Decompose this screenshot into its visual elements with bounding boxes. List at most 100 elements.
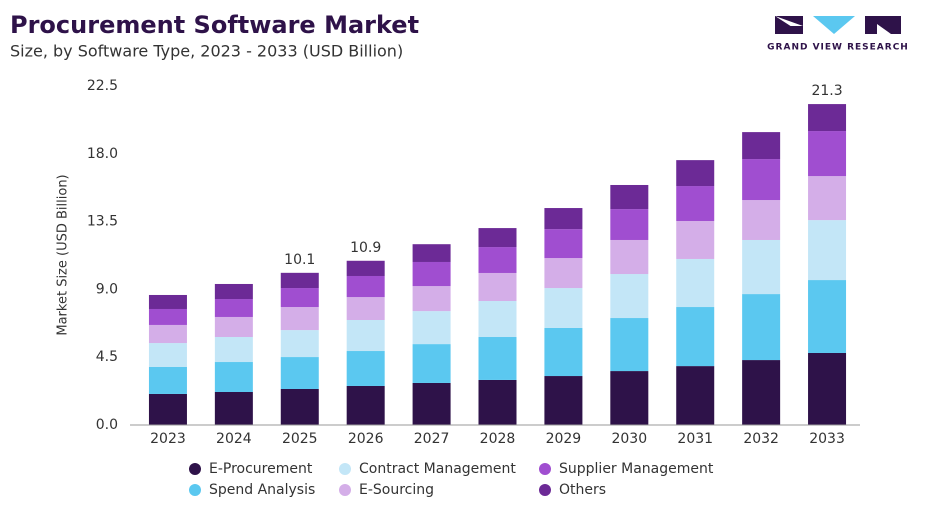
bar-segment [346, 260, 385, 276]
total-label: 10.1 [284, 252, 315, 268]
y-tick-label: 9.0 [96, 281, 118, 297]
x-tick-label: 2029 [546, 431, 582, 447]
y-tick-label: 22.5 [87, 78, 118, 94]
bar-segment [478, 228, 517, 248]
x-tick-label: 2030 [611, 431, 647, 447]
bar-segment [742, 294, 781, 361]
legend-label: E-Procurement [209, 461, 313, 477]
bar-segment [412, 286, 451, 312]
bar-segment [280, 357, 319, 389]
legend-label: E-Sourcing [359, 482, 434, 498]
bar-segment [346, 351, 385, 386]
x-tick-label: 2027 [414, 431, 450, 447]
bar-segment [610, 239, 649, 275]
bar-segment [478, 379, 517, 425]
bar-segment [346, 319, 385, 352]
logo-text: GRAND VIEW RESEARCH [767, 43, 909, 53]
total-label: 21.3 [811, 83, 842, 99]
bar-segment [148, 366, 187, 394]
x-tick-label: 2025 [282, 431, 318, 447]
bar-segment [544, 288, 583, 328]
bar-segment [478, 247, 517, 273]
chart-subtitle: Size, by Software Type, 2023 - 2033 (USD… [10, 42, 403, 61]
bar-segment [214, 337, 253, 363]
bar-segment [148, 343, 187, 367]
bar-segment [280, 307, 319, 331]
legend-marker [189, 484, 201, 496]
bar-segment [148, 393, 187, 425]
legend-label: Supplier Management [559, 461, 714, 477]
y-axis-label: Market Size (USD Billion) [56, 174, 71, 335]
bar-segment [148, 294, 187, 309]
bar-segment [544, 229, 583, 259]
bar-segment [148, 324, 187, 344]
x-tick-label: 2024 [216, 431, 252, 447]
bar-segment [214, 316, 253, 338]
legend-marker [539, 484, 551, 496]
bar-segment [676, 258, 715, 308]
y-tick-label: 4.5 [96, 349, 118, 365]
logo-mark [775, 16, 803, 34]
bar-segment [544, 208, 583, 230]
bar-segment [544, 376, 583, 425]
x-tick-label: 2023 [150, 431, 186, 447]
x-tick-label: 2032 [743, 431, 779, 447]
bar-segment [676, 220, 715, 259]
bar-segment [610, 318, 649, 372]
bar-segment [742, 159, 781, 201]
bar-segment [412, 261, 451, 287]
bar-segment [808, 131, 847, 177]
bar-segment [742, 360, 781, 425]
x-tick-label: 2028 [480, 431, 516, 447]
bar-segment [742, 132, 781, 160]
bar-segment [676, 186, 715, 221]
bar-segment [214, 392, 253, 425]
y-tick-label: 0.0 [96, 417, 118, 433]
y-tick-label: 18.0 [87, 146, 118, 162]
bar-segment [346, 297, 385, 320]
bar-segment [676, 160, 715, 187]
bar-segment [742, 200, 781, 240]
bar-segment [280, 330, 319, 358]
bar-segment [478, 337, 517, 380]
x-tick-label: 2033 [809, 431, 845, 447]
bar-segment [148, 308, 187, 325]
x-tick-label: 2031 [677, 431, 713, 447]
legend-marker [539, 463, 551, 475]
bar-segment [808, 352, 847, 425]
x-tick-label: 2026 [348, 431, 384, 447]
bar-segment [214, 362, 253, 393]
bar-segment [412, 244, 451, 262]
bar-segment [544, 327, 583, 377]
bar-segment [676, 366, 715, 425]
bar-segment [610, 274, 649, 319]
bar-segment [610, 184, 649, 210]
chart-title: Procurement Software Market [10, 11, 419, 39]
bar-segment [214, 299, 253, 317]
bar-segment [412, 382, 451, 425]
legend-label: Others [559, 482, 606, 498]
y-tick-label: 13.5 [87, 214, 118, 230]
total-label: 10.9 [350, 240, 381, 256]
bar-segment [214, 283, 253, 300]
bar-segment [808, 280, 847, 353]
bar-segment [280, 272, 319, 289]
bar-segment [676, 307, 715, 367]
bar-segment [808, 104, 847, 132]
legend-marker [189, 463, 201, 475]
legend-marker [339, 463, 351, 475]
bar-segment [346, 275, 385, 298]
logo: GRAND VIEW RESEARCH [767, 16, 909, 53]
bar-segment [808, 176, 847, 221]
legend-marker [339, 484, 351, 496]
logo-mark [865, 16, 901, 34]
bar-segment [610, 371, 649, 425]
bar-segment [280, 288, 319, 308]
bar-segment [808, 220, 847, 281]
legend-label: Contract Management [359, 461, 516, 477]
bar-segment [280, 388, 319, 425]
bar-segment [478, 272, 517, 302]
legend-label: Spend Analysis [209, 482, 315, 498]
bar-segment [742, 239, 781, 295]
